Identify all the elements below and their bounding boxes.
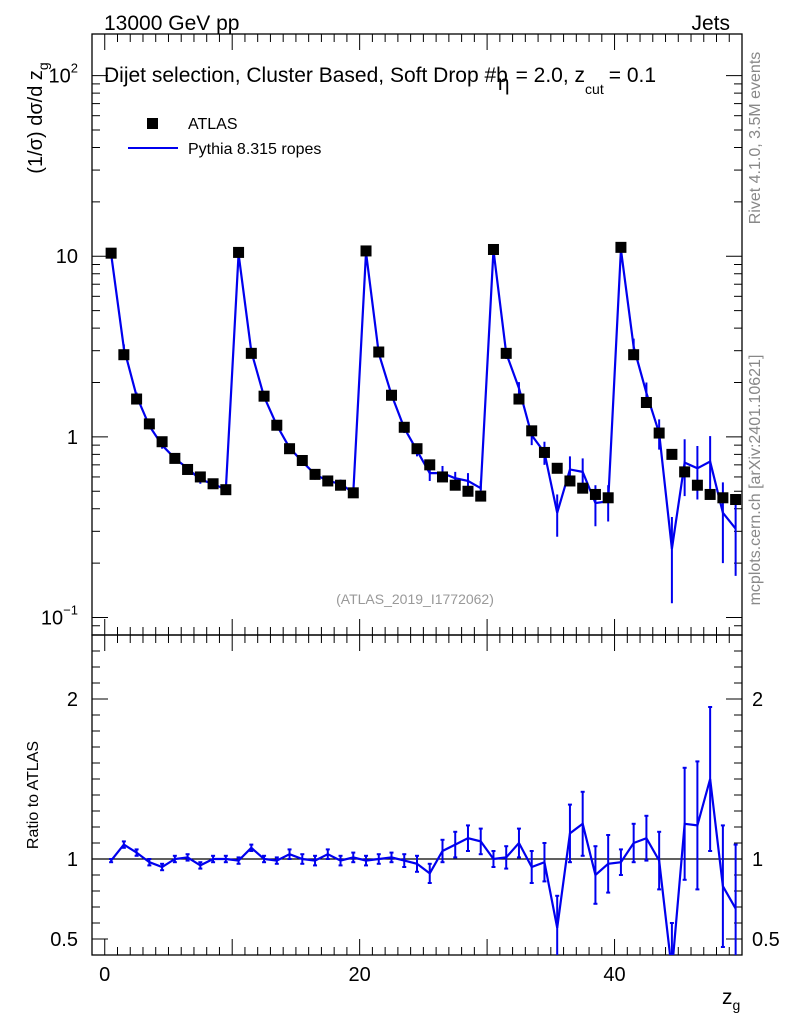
ratio-tick-label-right: 2 (752, 689, 763, 711)
atlas-data-point (730, 494, 742, 506)
atlas-data-point (436, 471, 448, 483)
atlas-data-point (487, 243, 499, 255)
atlas-data-point (615, 241, 627, 253)
atlas-data-point (551, 462, 563, 474)
header-left: 13000 GeV pp (104, 12, 239, 35)
x-tick-label: 0 (99, 964, 110, 986)
analysis-watermark: (ATLAS_2019_I1772062) (336, 591, 494, 607)
atlas-data-point (666, 448, 678, 460)
atlas-data-point (284, 443, 296, 455)
atlas-data-point (424, 459, 436, 471)
header-right: Jets (691, 12, 730, 35)
atlas-data-point (143, 418, 155, 430)
atlas-data-point (169, 452, 181, 464)
mcplots-text: mcplots.cern.ch [arXiv:2401.10621] (747, 355, 764, 606)
atlas-data-point (589, 488, 601, 500)
atlas-data-point (577, 482, 589, 494)
atlas-data-point (500, 347, 512, 359)
ratio-tick-label: 0.5 (50, 929, 78, 951)
atlas-data-point (462, 485, 474, 497)
y-tick-label: 10 (56, 246, 78, 268)
atlas-data-point (182, 463, 194, 475)
rivet-version-text: Rivet 4.1.0, 3.5M events (747, 52, 764, 225)
title-tail: = 2.0, z (516, 64, 585, 87)
atlas-data-point (360, 245, 372, 257)
atlas-data-point (411, 443, 423, 455)
atlas-data-point (538, 446, 550, 458)
ratio-series-line (110, 778, 737, 955)
lower-y-axis-label: Ratio to ATLAS (25, 741, 42, 849)
upper-y-axis-label: (1/σ) dσ/d zg (25, 62, 51, 173)
atlas-data-point (207, 478, 219, 490)
atlas-data-point (679, 466, 691, 478)
ratio-tick-label-right: 1 (752, 849, 763, 871)
title-eta: η (498, 72, 510, 95)
atlas-data-point (386, 389, 398, 401)
legend-data-marker (147, 118, 158, 129)
atlas-data-point (309, 468, 321, 480)
y-tick-label: 10−1 (41, 602, 78, 629)
atlas-data-point (271, 419, 283, 431)
x-axis-label: zg (722, 986, 740, 1013)
atlas-data-point (220, 484, 232, 496)
ratio-tick-label: 1 (67, 849, 78, 871)
atlas-data-point (526, 425, 538, 437)
atlas-data-point (628, 349, 640, 361)
atlas-data-point (564, 475, 576, 487)
title-tail2: = 0.1 (609, 64, 656, 87)
title-sub: cut (585, 81, 604, 97)
ratio-tick-label-right: 0.5 (752, 929, 780, 951)
atlas-data-point (373, 346, 385, 358)
ratio-tick-label: 2 (67, 689, 78, 711)
atlas-data-point (704, 488, 716, 500)
x-tick-label: 20 (349, 964, 371, 986)
atlas-data-point (640, 396, 652, 408)
atlas-data-point (245, 347, 257, 359)
atlas-data-point (475, 490, 487, 502)
atlas-data-point (194, 471, 206, 483)
atlas-data-point (156, 436, 168, 448)
y-tick-label: 102 (49, 61, 78, 88)
atlas-data-point (653, 427, 665, 439)
y-tick-label: 1 (67, 427, 78, 449)
atlas-data-point (347, 487, 359, 499)
atlas-data-point (131, 393, 143, 405)
atlas-data-point (322, 475, 334, 487)
plot-title: Dijet selection, Cluster Based, Soft Dro… (104, 64, 656, 97)
atlas-data-point (717, 492, 729, 504)
legend-data-label: ATLAS (188, 116, 238, 133)
legend-mc-label: Pythia 8.315 ropes (188, 141, 321, 158)
ratio-plot-area (109, 706, 738, 955)
lower-plot-frame (91, 634, 743, 956)
atlas-data-point (296, 454, 308, 466)
atlas-data-point (258, 390, 270, 402)
atlas-data-point (335, 479, 347, 491)
atlas-data-point (105, 247, 117, 259)
atlas-data-point (233, 246, 245, 258)
svg-text:(1/σ) dσ/d zg: (1/σ) dσ/d zg (25, 62, 51, 173)
atlas-data-point (691, 479, 703, 491)
atlas-data-point (118, 349, 130, 361)
atlas-data-point (513, 393, 525, 405)
atlas-data-point (449, 479, 461, 491)
x-tick-label: 40 (603, 964, 625, 986)
atlas-data-point (602, 492, 614, 504)
atlas-data-point (398, 421, 410, 433)
